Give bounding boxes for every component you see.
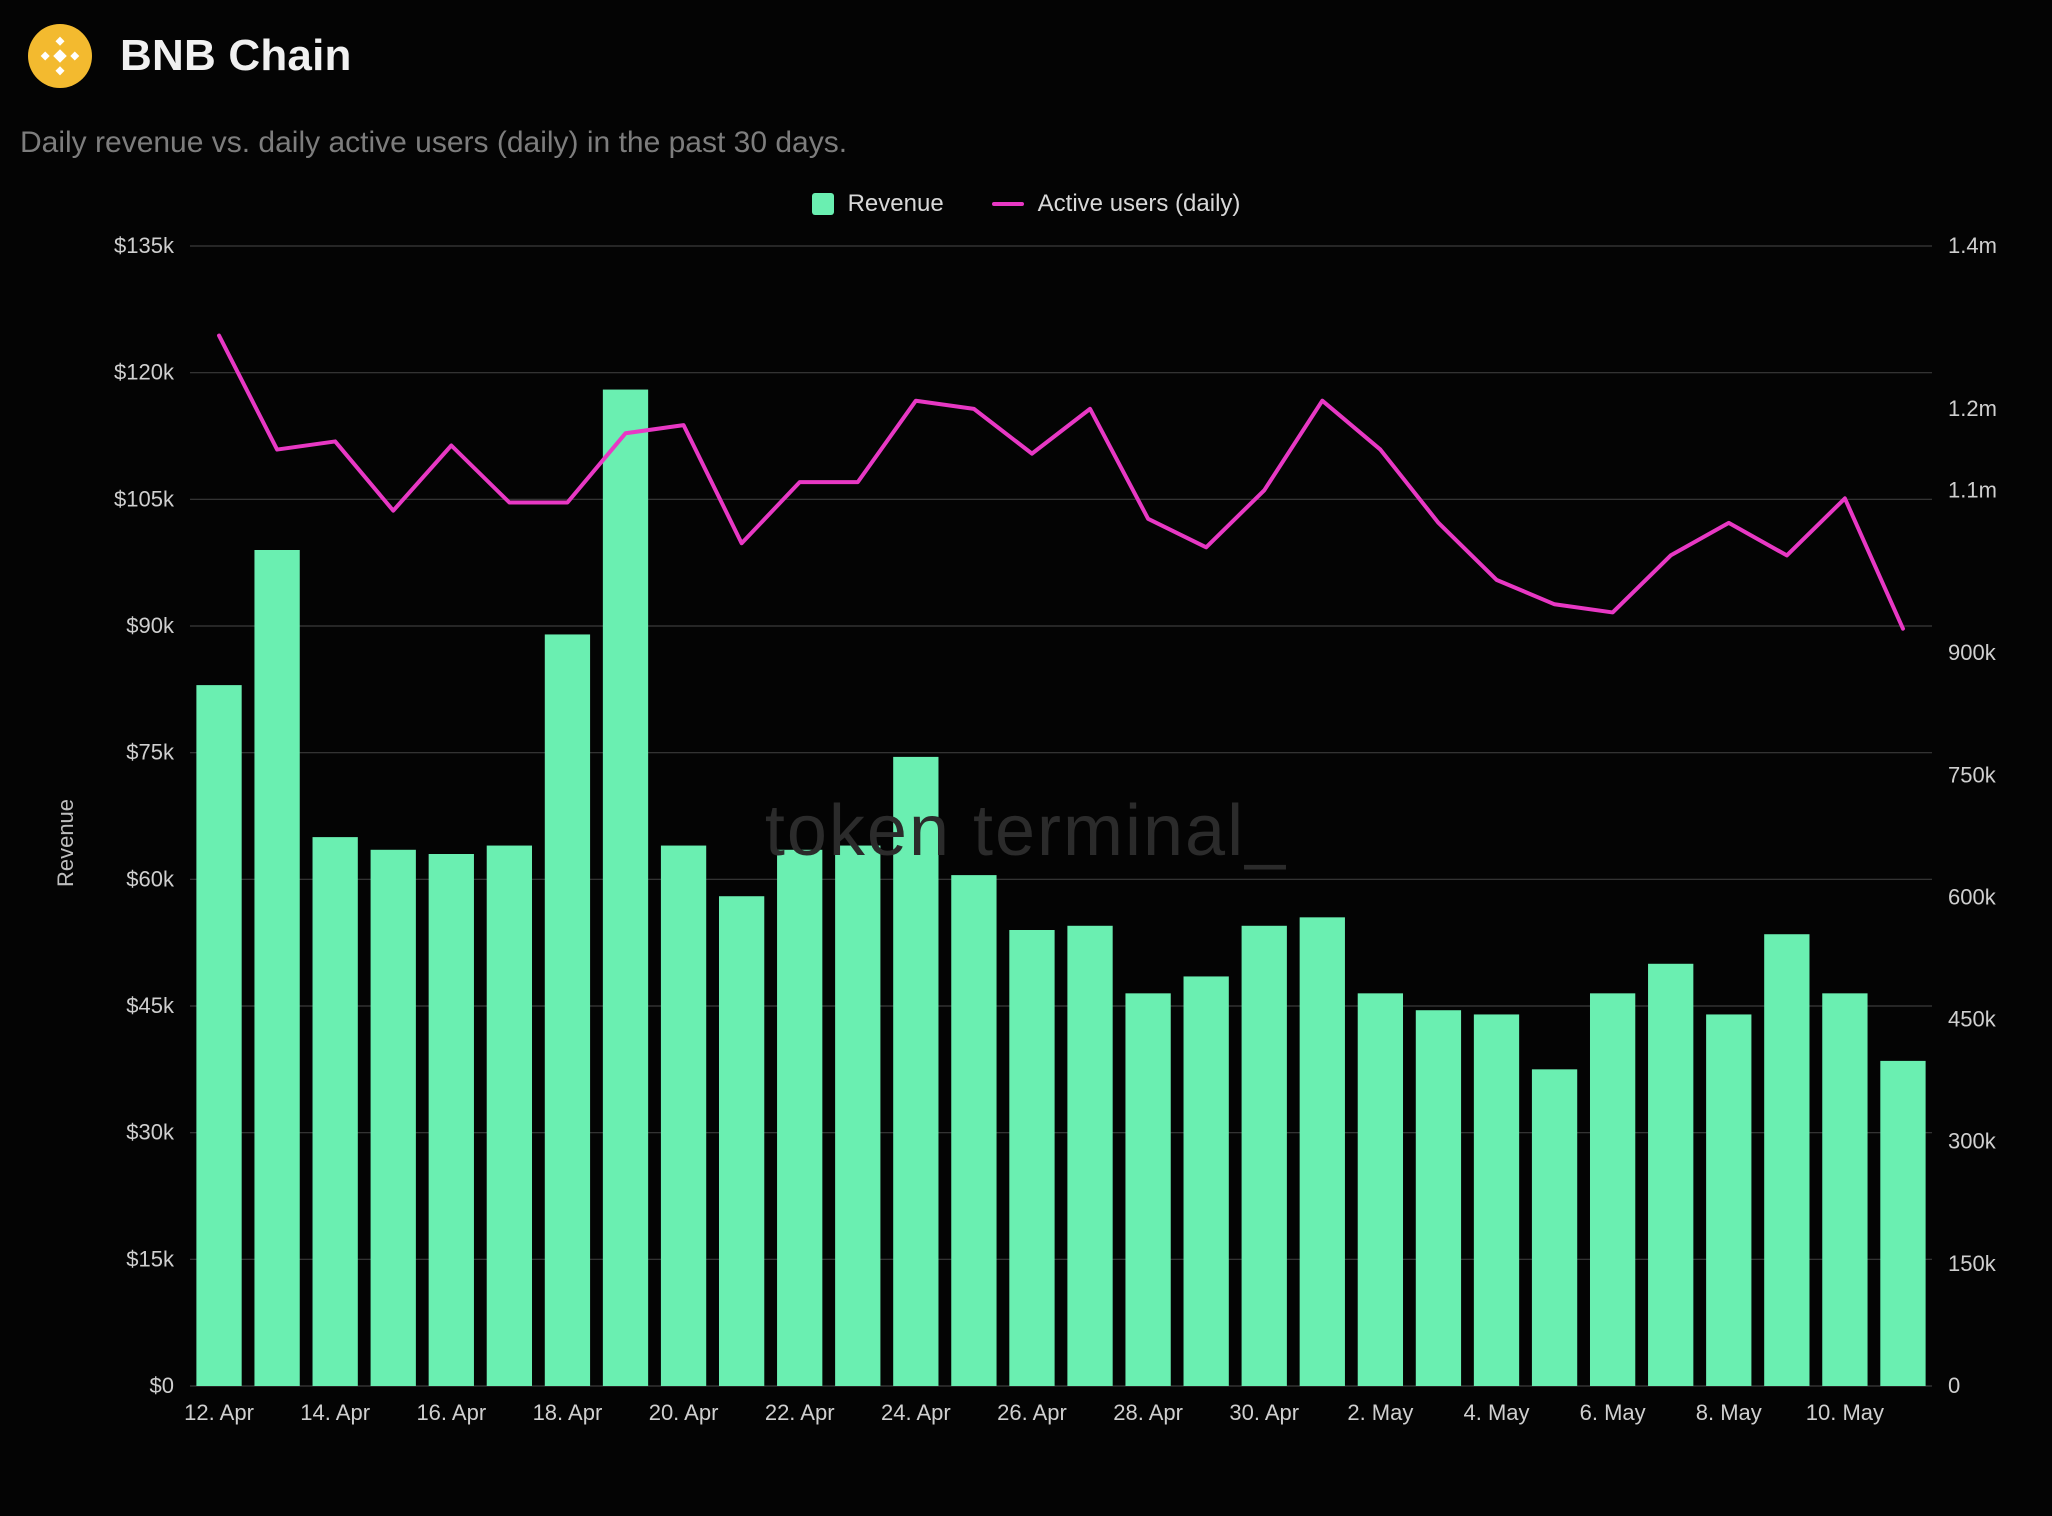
y-right-tick: 600k <box>1948 884 1997 909</box>
revenue-bar <box>893 757 938 1386</box>
legend-users: Active users (daily) <box>992 190 1241 218</box>
y-right-tick: 1.2m <box>1948 396 1997 421</box>
chart-container: Revenue $0$15k$30k$45k$60k$75k$90k$105k$… <box>16 228 2036 1458</box>
revenue-bar <box>313 837 358 1386</box>
legend-revenue-label: Revenue <box>848 190 944 218</box>
combo-chart: $0 $15k $30k $45k $60k $75k $90k $105k $120k $135… <box>60 228 2040 1458</box>
revenue-bar <box>1648 964 1693 1386</box>
x-tick: 26. Apr <box>997 1400 1067 1425</box>
x-tick: 28. Apr <box>1113 1400 1183 1425</box>
revenue-bar <box>545 634 590 1386</box>
y-right-tick: 900k <box>1948 640 1997 665</box>
revenue-bar <box>1184 976 1229 1386</box>
y-left-tick: $120k <box>114 360 175 385</box>
y-left-tick: $60k <box>126 866 175 891</box>
header: BNB Chain <box>16 24 2036 88</box>
revenue-bar <box>661 846 706 1386</box>
y-right-tick: 1.1m <box>1948 477 1997 502</box>
page: BNB Chain Daily revenue vs. daily active… <box>0 0 2052 1516</box>
revenue-bar <box>1764 934 1809 1386</box>
legend: Revenue Active users (daily) <box>16 190 2036 218</box>
x-tick: 12. Apr <box>184 1400 254 1425</box>
revenue-bar <box>1822 993 1867 1386</box>
revenue-bar <box>1358 993 1403 1386</box>
revenue-bar <box>1474 1014 1519 1386</box>
revenue-bar <box>1067 926 1112 1386</box>
y-right-tick: 150k <box>1948 1251 1997 1276</box>
x-tick: 18. Apr <box>533 1400 603 1425</box>
x-tick: 6. May <box>1580 1400 1646 1425</box>
revenue-bar <box>196 685 241 1386</box>
revenue-bar <box>1532 1069 1577 1386</box>
x-tick: 20. Apr <box>649 1400 719 1425</box>
y-left-tick: $15k <box>126 1246 175 1271</box>
revenue-bar <box>1125 993 1170 1386</box>
x-tick: 30. Apr <box>1229 1400 1299 1425</box>
y-left-tick: $105k <box>114 486 175 511</box>
x-tick: 8. May <box>1696 1400 1762 1425</box>
revenue-bar <box>254 550 299 1386</box>
revenue-bar <box>1590 993 1635 1386</box>
y-right-tick: 450k <box>1948 1007 1997 1032</box>
subtitle: Daily revenue vs. daily active users (da… <box>16 126 2036 160</box>
y-left-tick: $30k <box>126 1120 175 1145</box>
revenue-bar <box>429 854 474 1386</box>
x-tick: 4. May <box>1463 1400 1529 1425</box>
y-right-tick: 1.4m <box>1948 233 1997 258</box>
revenue-bar <box>777 850 822 1386</box>
x-tick: 10. May <box>1806 1400 1884 1425</box>
revenue-bar <box>951 875 996 1386</box>
revenue-bar <box>487 846 532 1386</box>
revenue-bar <box>371 850 416 1386</box>
active-users-line <box>219 336 1903 629</box>
legend-revenue: Revenue <box>812 190 944 218</box>
y-left-tick: $0 <box>150 1373 174 1398</box>
legend-users-swatch <box>992 202 1024 206</box>
legend-revenue-swatch <box>812 193 834 215</box>
revenue-bar <box>1706 1014 1751 1386</box>
revenue-bar <box>603 390 648 1386</box>
bnb-logo-icon <box>28 24 92 88</box>
revenue-bar <box>1242 926 1287 1386</box>
y-right-tick: 0 <box>1948 1373 1960 1398</box>
y-right-tick: 750k <box>1948 762 1997 787</box>
revenue-bar <box>1300 917 1345 1386</box>
x-tick: 16. Apr <box>416 1400 486 1425</box>
revenue-bar <box>1880 1061 1925 1386</box>
x-tick: 2. May <box>1347 1400 1413 1425</box>
x-tick: 14. Apr <box>300 1400 370 1425</box>
legend-users-label: Active users (daily) <box>1038 190 1241 218</box>
y-left-tick: $45k <box>126 993 175 1018</box>
y-left-tick: $90k <box>126 613 175 638</box>
revenue-bar <box>719 896 764 1386</box>
y-right-tick: 300k <box>1948 1129 1997 1154</box>
page-title: BNB Chain <box>120 31 352 81</box>
revenue-bar <box>1416 1010 1461 1386</box>
revenue-bar <box>835 846 880 1386</box>
x-tick: 24. Apr <box>881 1400 951 1425</box>
y-left-tick: $75k <box>126 740 175 765</box>
revenue-bar <box>1009 930 1054 1386</box>
y-left-tick: $135k <box>114 233 175 258</box>
x-tick: 22. Apr <box>765 1400 835 1425</box>
bnb-glyph-icon <box>40 36 80 76</box>
